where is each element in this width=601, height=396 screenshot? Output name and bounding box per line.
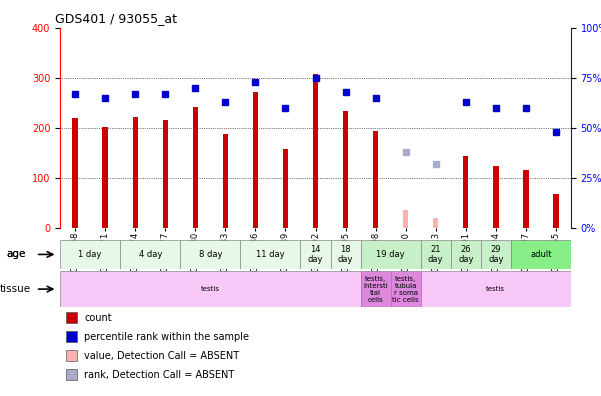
Text: 18
day: 18 day — [338, 245, 353, 264]
Text: 11 day: 11 day — [256, 250, 285, 259]
Text: testis: testis — [486, 286, 505, 292]
Bar — [493, 166, 498, 228]
Text: 26
day: 26 day — [458, 245, 474, 264]
Bar — [60, 240, 120, 269]
Bar — [240, 240, 300, 269]
Bar — [162, 120, 168, 228]
Text: value, Detection Call = ABSENT: value, Detection Call = ABSENT — [84, 351, 239, 361]
Bar — [523, 170, 529, 228]
Text: rank, Detection Call = ABSENT: rank, Detection Call = ABSENT — [84, 370, 234, 380]
Bar — [433, 218, 438, 228]
Bar — [60, 271, 361, 307]
Bar — [313, 74, 318, 228]
Text: 1 day: 1 day — [79, 250, 102, 259]
Text: 21
day: 21 day — [428, 245, 444, 264]
Bar — [421, 271, 571, 307]
Bar — [132, 117, 138, 228]
Text: 19 day: 19 day — [376, 250, 405, 259]
Bar — [343, 111, 348, 228]
Bar — [180, 240, 240, 269]
Text: testis,
intersti
tial
cells: testis, intersti tial cells — [363, 276, 388, 303]
Bar — [120, 240, 180, 269]
Bar — [361, 240, 421, 269]
Bar — [192, 107, 198, 228]
Bar — [553, 194, 558, 228]
Text: 14
day: 14 day — [308, 245, 323, 264]
Text: age: age — [6, 249, 25, 259]
Bar — [222, 134, 228, 228]
Bar — [73, 118, 78, 228]
Bar — [331, 240, 361, 269]
Bar — [403, 210, 408, 228]
Bar — [373, 131, 379, 228]
Text: tissue: tissue — [0, 284, 31, 294]
Bar — [451, 240, 481, 269]
Text: 29
day: 29 day — [488, 245, 504, 264]
Text: 4 day: 4 day — [139, 250, 162, 259]
Bar — [421, 240, 451, 269]
Text: testis,
tubula
r soma
tic cells: testis, tubula r soma tic cells — [392, 276, 419, 303]
Bar — [391, 271, 421, 307]
Bar — [102, 127, 108, 228]
Text: testis: testis — [201, 286, 220, 292]
Bar — [361, 271, 391, 307]
Bar — [300, 240, 331, 269]
Bar — [481, 240, 511, 269]
Text: 8 day: 8 day — [198, 250, 222, 259]
Bar — [511, 240, 571, 269]
Text: age: age — [6, 249, 25, 259]
Text: count: count — [84, 313, 112, 323]
Text: adult: adult — [530, 250, 552, 259]
Text: percentile rank within the sample: percentile rank within the sample — [84, 332, 249, 342]
Bar — [463, 156, 468, 228]
Text: GDS401 / 93055_at: GDS401 / 93055_at — [55, 12, 177, 25]
Bar — [252, 92, 258, 228]
Bar — [282, 149, 288, 228]
